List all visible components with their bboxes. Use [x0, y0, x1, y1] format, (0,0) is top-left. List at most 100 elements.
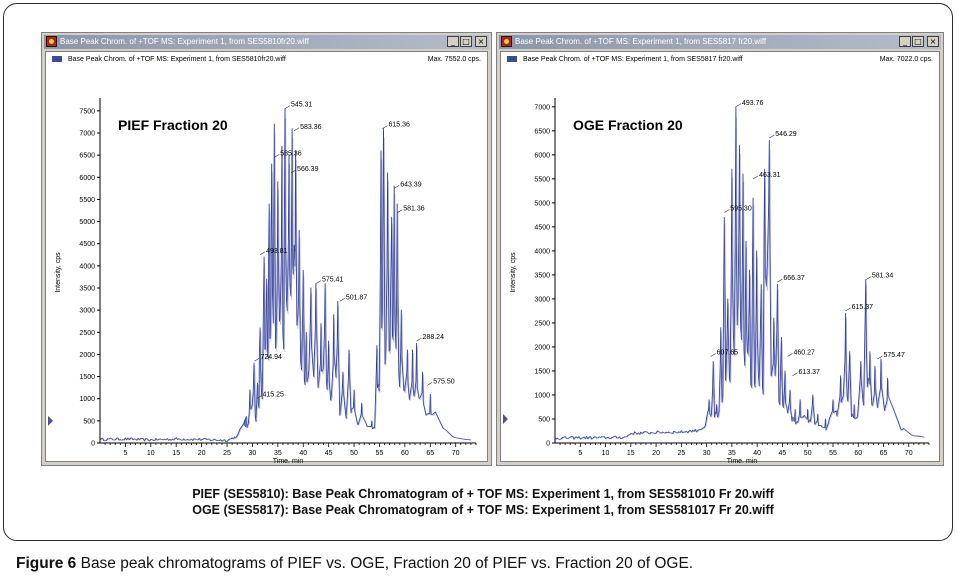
- x-tick-label: 40: [753, 450, 761, 457]
- peak-leader-line: [254, 357, 260, 362]
- peak-leader-line: [339, 298, 345, 302]
- peak-label: 493.81: [266, 248, 288, 255]
- minimize-button[interactable]: _: [899, 36, 911, 47]
- y-tick-label: 6000: [79, 175, 95, 182]
- y-axis-label: Intensity, cps: [510, 252, 517, 293]
- peak-leader-line: [397, 209, 403, 213]
- peak-label: 546.29: [775, 131, 797, 138]
- x-tick-label: 65: [880, 450, 888, 457]
- window-title: Base Peak Chrom. of +TOF MS: Experiment …: [515, 37, 767, 46]
- x-tick-label: 70: [905, 450, 913, 457]
- peak-leader-line: [259, 251, 266, 256]
- plot-area[interactable]: Base Peak Chrom. of +TOF MS: Experiment …: [500, 51, 941, 463]
- peak-label: 643.39: [400, 181, 422, 188]
- chromatogram-chart-oge[interactable]: 5001000150020002500300035004000450050005…: [501, 52, 941, 463]
- close-button[interactable]: ×: [475, 36, 487, 47]
- peak-label: 585.36: [280, 150, 302, 157]
- peak-label: 583.36: [300, 124, 322, 131]
- y-tick-label: 3000: [79, 308, 95, 315]
- x-tick-label: 45: [779, 450, 787, 457]
- trace-swatch: [52, 56, 62, 63]
- app-icon: [501, 36, 512, 47]
- chromatogram-window-oge[interactable]: Base Peak Chrom. of +TOF MS: Experiment …: [496, 32, 944, 466]
- x-tick-label: 65: [426, 450, 434, 457]
- x-tick-label: 55: [376, 450, 384, 457]
- x-tick-label: 10: [147, 450, 155, 457]
- peak-leader-line: [256, 395, 262, 399]
- trace-swatch: [507, 56, 517, 63]
- legend-label: Base Peak Chrom. of +TOF MS: Experiment …: [523, 56, 743, 63]
- maximize-button[interactable]: □: [460, 36, 472, 47]
- y-tick-label: 1000: [534, 392, 550, 399]
- x-tick-label: 15: [627, 450, 635, 457]
- y-tick-label: 1500: [79, 374, 95, 381]
- x-tick-label: 35: [274, 450, 282, 457]
- peak-label: 501.87: [346, 294, 368, 301]
- x-tick-label: 55: [829, 450, 837, 457]
- y-tick-label: 3500: [534, 272, 550, 279]
- peak-leader-line: [792, 372, 798, 377]
- peak-label: 666.37: [783, 275, 805, 282]
- maximize-button[interactable]: □: [912, 36, 924, 47]
- peak-leader-line: [427, 382, 433, 386]
- peak-label: 607.65: [717, 350, 739, 357]
- peak-leader-line: [845, 307, 851, 312]
- y-tick-label: 5500: [534, 176, 550, 183]
- y-tick-label: 4500: [79, 241, 95, 248]
- peak-label: 575.41: [322, 277, 344, 284]
- chromatogram-window-pief[interactable]: Base Peak Chrom. of +TOF MS: Experiment …: [41, 32, 492, 466]
- y-tick-label: 6000: [534, 152, 550, 159]
- y-tick-label: 5000: [79, 219, 95, 226]
- x-tick-label: 50: [350, 450, 358, 457]
- chromatogram-trace-overlay: [100, 118, 472, 443]
- window-titlebar[interactable]: Base Peak Chrom. of +TOF MS: Experiment …: [499, 35, 941, 49]
- peak-leader-line: [274, 154, 280, 158]
- y-tick-label: 7000: [79, 131, 95, 138]
- y-tick-label: 5000: [534, 200, 550, 207]
- x-tick-label: 30: [703, 450, 711, 457]
- figure-caption: Figure 6 Base peak chromatograms of PIEF…: [16, 555, 693, 573]
- peak-leader-line: [315, 280, 322, 284]
- peak-leader-line: [284, 105, 291, 109]
- x-tick-label: 30: [249, 450, 257, 457]
- peak-label: 581.34: [872, 273, 894, 280]
- x-tick-label: 40: [299, 450, 307, 457]
- peak-leader-line: [293, 127, 300, 132]
- x-tick-label: 20: [652, 450, 660, 457]
- peak-leader-line: [735, 103, 742, 108]
- peak-label: 575.50: [433, 378, 455, 385]
- peak-leader-line: [724, 209, 730, 213]
- peak-leader-line: [394, 185, 400, 189]
- y-tick-label: 2500: [534, 320, 550, 327]
- window-titlebar[interactable]: Base Peak Chrom. of +TOF MS: Experiment …: [44, 35, 489, 49]
- peak-leader-line: [787, 353, 793, 357]
- x-axis-label: Time, min: [273, 458, 304, 463]
- window-title: Base Peak Chrom. of +TOF MS: Experiment …: [60, 37, 309, 46]
- figure-frame: Base Peak Chrom. of +TOF MS: Experiment …: [3, 3, 953, 541]
- y-tick-label: 1000: [79, 396, 95, 403]
- peak-label: 566.39: [297, 166, 319, 173]
- peak-label: 613.37: [799, 369, 821, 376]
- peak-label: 415.25: [262, 392, 284, 399]
- x-axis-label: Time, min: [727, 458, 758, 463]
- x-tick-label: 50: [804, 450, 812, 457]
- chromatogram-chart-pief[interactable]: 5001000150020002500300035004000450050005…: [46, 52, 489, 463]
- peak-label: 724.94: [260, 354, 282, 361]
- y-tick-label: 3500: [79, 286, 95, 293]
- peak-label: 595.30: [730, 205, 752, 212]
- x-tick-label: 35: [728, 450, 736, 457]
- x-tick-label: 20: [198, 450, 206, 457]
- close-button[interactable]: ×: [927, 36, 939, 47]
- chart-title: OGE Fraction 20: [573, 117, 683, 133]
- y-tick-label: 7000: [534, 104, 550, 111]
- x-tick-label: 25: [223, 450, 231, 457]
- peak-label: 545.31: [291, 102, 313, 109]
- y-tick-label: 3000: [534, 296, 550, 303]
- minimize-button[interactable]: _: [447, 36, 459, 47]
- peak-label: 581.36: [403, 206, 425, 213]
- x-tick-label: 60: [401, 450, 409, 457]
- baseline-marker-icon: [48, 415, 53, 426]
- peak-leader-line: [416, 337, 422, 342]
- plot-area[interactable]: Base Peak Chrom. of +TOF MS: Experiment …: [45, 51, 489, 463]
- y-tick-label: 2000: [79, 352, 95, 359]
